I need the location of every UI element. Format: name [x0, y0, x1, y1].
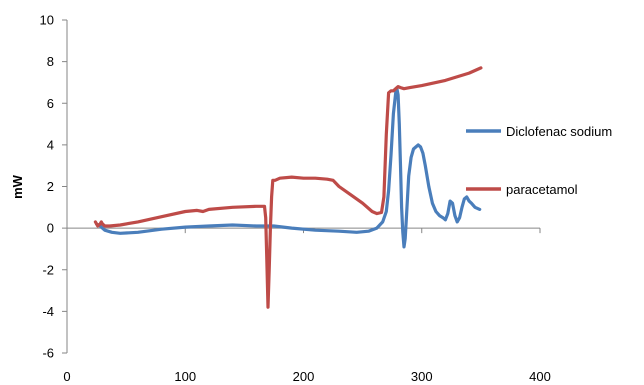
x-tick-label: 300: [411, 369, 433, 384]
y-tick-label: -6: [42, 346, 54, 361]
y-tick-label: 0: [47, 221, 54, 236]
y-tick-label: 4: [47, 137, 54, 152]
chart-legend: Diclofenac sodium paracetamol: [466, 124, 612, 197]
y-tick-label: 8: [47, 54, 54, 69]
y-tick-label: -2: [42, 262, 54, 277]
x-tick-label: 200: [293, 369, 315, 384]
x-axis-ticks: 0 100 200 300 400: [63, 228, 551, 384]
series-line-diclofenac-sodium: [94, 87, 482, 249]
legend-label: Diclofenac sodium: [506, 124, 612, 139]
series-lines: [93, 66, 483, 309]
y-tick-label: 6: [47, 96, 54, 111]
y-tick-label: 2: [47, 179, 54, 194]
x-tick-label: 100: [174, 369, 196, 384]
x-tick-label: 400: [529, 369, 551, 384]
legend-label: paracetamol: [506, 182, 578, 197]
y-tick-label: 10: [40, 13, 54, 28]
series-line-paracetamol: [93, 66, 483, 309]
y-axis-ticks: -6 -4 -2 0 2 4 6 8 10: [40, 13, 67, 361]
x-tick-label: 0: [63, 369, 70, 384]
chart-axes: [66, 20, 540, 353]
y-axis-title: mW: [10, 174, 25, 199]
y-tick-label: -4: [42, 304, 54, 319]
